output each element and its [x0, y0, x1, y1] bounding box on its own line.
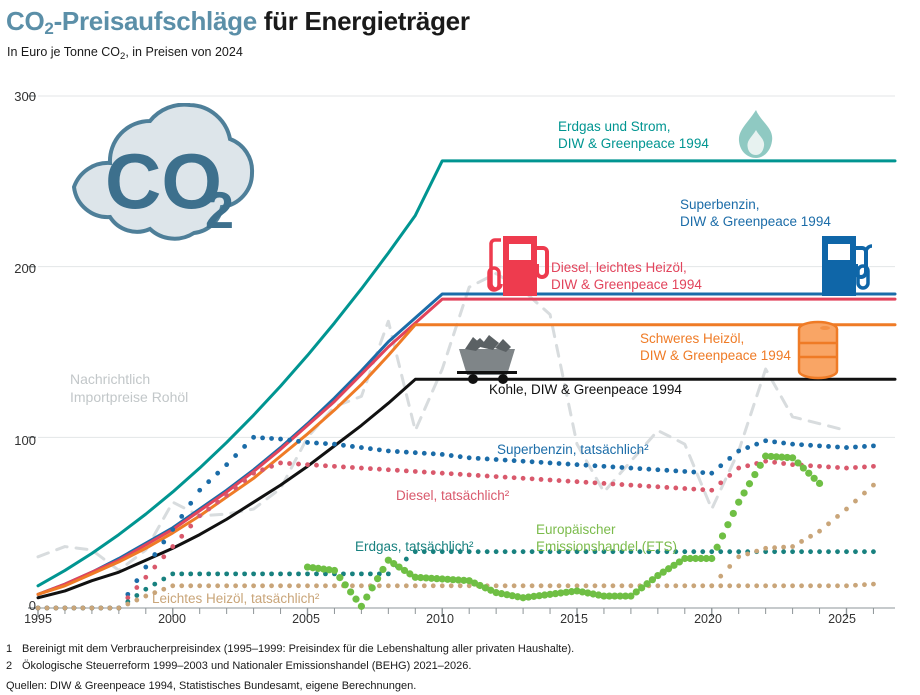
svg-text:CO: CO: [105, 137, 222, 225]
x-tick-1995: 1995: [24, 612, 52, 626]
annotation-diesel-tatsaechlich: Diesel, tatsächlich²: [396, 488, 510, 503]
subtitle-post: , in Preisen von 2024: [125, 45, 243, 59]
fuel-pump-blue-icon: [822, 236, 873, 296]
annotation-importpreise-rohoel: Nachrichtlich Importpreise Rohöl: [70, 371, 189, 405]
coal-cart-icon: [457, 335, 517, 384]
title-rest: für Energieträger: [263, 6, 470, 36]
co2-cloud-icon: CO 2: [71, 103, 255, 241]
x-tick-2005: 2005: [292, 612, 320, 626]
annotation-superbenzin-diw: Superbenzin, DIW & Greenpeace 1994: [680, 197, 831, 230]
x-tick-2010: 2010: [426, 612, 454, 626]
footnote-2-text: Ökologische Steuerreform 1999–2003 und N…: [22, 659, 472, 672]
page-title: CO2-Preisaufschläge für Energieträger: [6, 6, 470, 39]
y-tick-200: 200: [14, 261, 36, 276]
footnote-1: 1 Bereinigt mit dem Verbraucherpreisinde…: [6, 641, 574, 658]
flame-icon: [738, 110, 773, 158]
svg-text:2: 2: [205, 182, 234, 240]
source-note: Quellen: DIW & Greenpeace 1994, Statisti…: [6, 680, 417, 692]
annotation-erdgas-tatsaechlich: Erdgas, tatsächlich²: [355, 539, 474, 554]
title-accent-co: CO: [6, 6, 45, 36]
fuel-pump-red-icon: [487, 236, 549, 296]
footnote-2-num: 2: [6, 659, 13, 672]
annotation-schweres-heizoel-diw: Schweres Heizöl, DIW & Greenpeace 1994: [640, 331, 791, 364]
footnote-2: 2 Ökologische Steuerreform 1999–2003 und…: [6, 658, 574, 675]
subtitle-pre: In Euro je Tonne CO: [7, 45, 121, 59]
y-tick-100: 100: [14, 433, 36, 448]
x-tick-2020: 2020: [694, 612, 722, 626]
y-tick-0: 0: [28, 598, 36, 613]
annotation-kohle-diw: Kohle, DIW & Greenpeace 1994: [489, 382, 682, 397]
annotation-erdgas-strom: Erdgas und Strom, DIW & Greenpeace 1994: [558, 119, 709, 152]
footnote-1-text: Bereinigt mit dem Verbraucherpreisindex …: [22, 643, 575, 655]
y-tick-300: 300: [14, 89, 36, 104]
title-accent-sub: 2: [44, 19, 54, 38]
title-accent-tail: -Preisaufschläge: [53, 6, 258, 36]
annotation-leichtes-heizoel-tatsaechlich: Leichtes Heizöl, tatsächlich²: [152, 591, 320, 606]
annotation-ets: Europäischer Emissionshandel (ETS): [536, 522, 678, 555]
page-subtitle: In Euro je Tonne CO2, in Preisen von 202…: [7, 45, 243, 62]
oil-barrel-icon: [797, 320, 839, 380]
x-tick-2000: 2000: [158, 612, 186, 626]
footnote-1-num: 1: [6, 643, 13, 655]
annotation-diesel-heizoel-diw: Diesel, leichtes Heizöl, DIW & Greenpeac…: [551, 260, 702, 293]
annotation-superbenzin-tatsaechlich: Superbenzin, tatsächlich²: [497, 442, 649, 457]
footnotes: 1 Bereinigt mit dem Verbraucherpreisinde…: [6, 641, 574, 695]
x-tick-2025: 2025: [828, 612, 856, 626]
x-tick-2015: 2015: [560, 612, 588, 626]
subtitle-sub: 2: [120, 51, 126, 62]
